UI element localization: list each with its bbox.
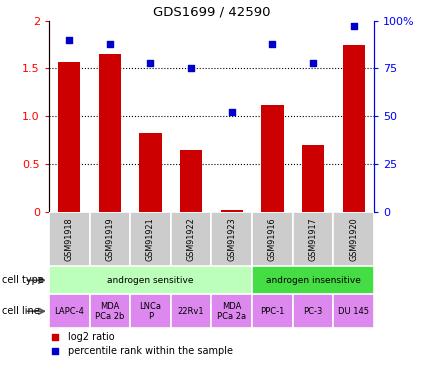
Text: GSM91917: GSM91917 [309,217,317,261]
Text: 22Rv1: 22Rv1 [178,307,204,316]
Bar [49,266,252,294]
Bar [130,294,171,328]
Bar [139,134,162,212]
Point [52,334,59,340]
Bar [343,45,365,212]
Bar [49,294,90,328]
Bar [293,212,333,266]
Text: GSM91916: GSM91916 [268,217,277,261]
Bar [99,54,121,212]
Bar [252,294,293,328]
Point [66,37,73,43]
Bar [221,210,243,212]
Point [228,110,235,116]
Text: androgen insensitive: androgen insensitive [266,276,360,285]
Text: percentile rank within the sample: percentile rank within the sample [68,346,233,356]
Text: MDA
PCa 2a: MDA PCa 2a [217,302,246,321]
Text: cell type: cell type [2,275,44,285]
Bar [293,294,333,328]
Bar [261,105,283,212]
Point [310,60,317,66]
Bar [180,150,202,212]
Point [269,40,276,46]
Point [350,23,357,29]
Text: GSM91919: GSM91919 [105,217,114,261]
Text: DU 145: DU 145 [338,307,369,316]
Text: LAPC-4: LAPC-4 [54,307,84,316]
Text: PC-3: PC-3 [303,307,323,316]
Point [106,40,113,46]
Text: GSM91922: GSM91922 [187,217,196,261]
Bar [130,212,171,266]
Text: androgen sensitive: androgen sensitive [107,276,194,285]
Bar [58,62,80,212]
Title: GDS1699 / 42590: GDS1699 / 42590 [153,5,270,18]
Bar [49,212,90,266]
Bar [333,212,374,266]
Bar [252,266,374,294]
Point [188,65,195,71]
Text: cell line: cell line [2,306,40,316]
Text: GSM91920: GSM91920 [349,217,358,261]
Bar [333,294,374,328]
Text: MDA
PCa 2b: MDA PCa 2b [95,302,125,321]
Point [52,348,59,354]
Text: LNCa
P: LNCa P [139,302,162,321]
Bar [171,212,211,266]
Text: GSM91921: GSM91921 [146,217,155,261]
Bar [211,212,252,266]
Bar [302,145,324,212]
Point [147,60,154,66]
Bar [252,212,293,266]
Text: GSM91918: GSM91918 [65,217,74,261]
Bar [90,212,130,266]
Bar [211,294,252,328]
Bar [90,294,130,328]
Text: GSM91923: GSM91923 [227,217,236,261]
Bar [171,294,211,328]
Text: PPC-1: PPC-1 [260,307,285,316]
Text: log2 ratio: log2 ratio [68,332,115,342]
